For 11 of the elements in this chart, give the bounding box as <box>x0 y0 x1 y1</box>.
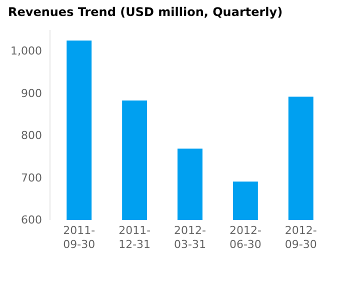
y-tick-label: 600 <box>21 214 42 227</box>
x-tick-label: 2011-09-30 <box>63 224 96 251</box>
y-tick-label: 1,000 <box>10 44 42 58</box>
y-tick-label: 700 <box>21 171 42 184</box>
x-tick-label: 2012-09-30 <box>284 224 317 251</box>
x-tick-label: 2011-12-31 <box>118 224 151 251</box>
x-tick-label: 2012-06-30 <box>229 224 262 251</box>
chart-title: Revenues Trend (USD million, Quarterly) <box>8 5 283 19</box>
y-tick-label: 800 <box>21 129 42 142</box>
x-tick-label: 2012-03-31 <box>174 224 206 251</box>
y-tick-label: 900 <box>21 86 42 100</box>
